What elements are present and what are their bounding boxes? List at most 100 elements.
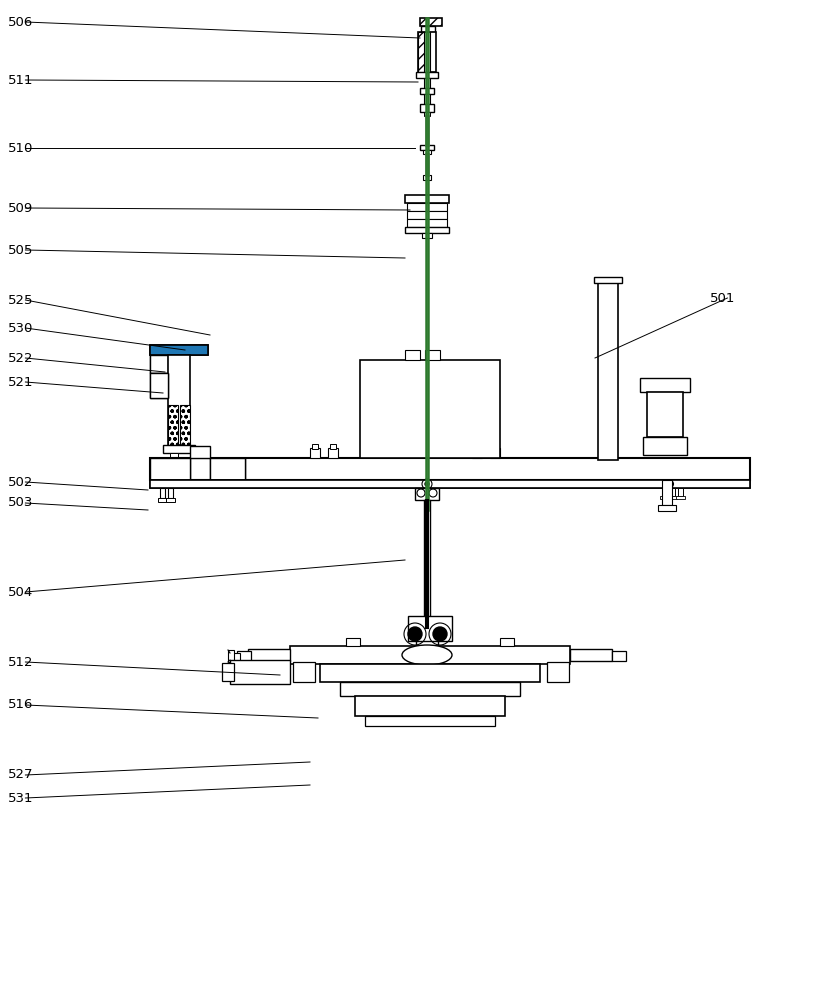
Bar bbox=[424, 112, 430, 116]
Text: 504: 504 bbox=[8, 585, 33, 598]
Bar bbox=[415, 488, 439, 500]
Bar bbox=[230, 653, 240, 661]
Bar bbox=[210, 458, 245, 480]
Bar bbox=[150, 345, 208, 355]
Bar bbox=[472, 448, 482, 458]
Bar bbox=[222, 663, 234, 681]
Bar bbox=[407, 219, 447, 227]
Bar bbox=[163, 445, 195, 453]
Bar bbox=[474, 444, 480, 449]
Bar bbox=[190, 446, 210, 458]
Bar bbox=[180, 405, 190, 445]
Bar bbox=[660, 496, 669, 499]
Text: 516: 516 bbox=[8, 698, 33, 712]
Bar bbox=[328, 448, 338, 458]
Bar bbox=[612, 651, 626, 661]
Bar bbox=[330, 444, 336, 449]
Bar bbox=[423, 150, 431, 154]
Bar bbox=[150, 345, 208, 355]
Bar bbox=[340, 682, 520, 696]
Circle shape bbox=[408, 627, 422, 641]
Bar bbox=[492, 444, 498, 449]
Bar bbox=[670, 488, 675, 496]
Bar bbox=[150, 458, 190, 480]
Circle shape bbox=[425, 482, 429, 486]
Bar bbox=[210, 458, 245, 480]
Text: 505: 505 bbox=[8, 243, 33, 256]
Bar bbox=[166, 498, 175, 502]
Bar bbox=[420, 145, 434, 150]
Bar bbox=[360, 360, 500, 458]
Bar bbox=[408, 616, 452, 641]
Ellipse shape bbox=[402, 645, 452, 665]
Text: 512: 512 bbox=[8, 656, 33, 668]
Bar bbox=[320, 664, 540, 682]
Bar bbox=[424, 94, 430, 104]
Bar bbox=[422, 233, 432, 238]
Bar bbox=[418, 32, 426, 72]
Bar bbox=[424, 32, 430, 72]
Bar bbox=[678, 488, 683, 496]
Bar bbox=[168, 355, 190, 445]
Bar bbox=[423, 175, 431, 180]
Bar bbox=[668, 496, 677, 499]
Bar bbox=[420, 88, 434, 94]
Text: 511: 511 bbox=[8, 74, 33, 87]
Bar bbox=[416, 72, 438, 78]
Bar bbox=[416, 628, 438, 646]
Bar bbox=[150, 373, 168, 398]
Text: 530: 530 bbox=[8, 322, 33, 334]
Bar bbox=[150, 458, 750, 480]
Text: 501: 501 bbox=[710, 292, 735, 304]
Bar bbox=[150, 480, 750, 488]
Bar bbox=[150, 458, 190, 480]
Text: 506: 506 bbox=[8, 15, 33, 28]
Bar bbox=[407, 203, 447, 211]
Bar bbox=[658, 505, 676, 511]
Bar bbox=[425, 350, 440, 360]
Bar bbox=[290, 646, 570, 664]
Bar bbox=[598, 282, 618, 460]
Bar bbox=[643, 437, 687, 455]
Bar bbox=[230, 660, 290, 684]
Bar bbox=[662, 488, 667, 496]
Bar bbox=[640, 378, 690, 392]
Text: 521: 521 bbox=[8, 375, 33, 388]
Bar bbox=[150, 355, 168, 373]
Bar bbox=[346, 638, 360, 646]
Bar bbox=[594, 277, 622, 283]
Bar bbox=[150, 373, 168, 398]
Bar bbox=[420, 18, 442, 26]
Text: 510: 510 bbox=[8, 141, 33, 154]
Bar bbox=[676, 496, 685, 499]
Bar bbox=[424, 500, 430, 628]
Bar bbox=[421, 26, 435, 32]
Bar bbox=[150, 355, 168, 373]
Bar bbox=[293, 662, 315, 682]
Text: 525: 525 bbox=[8, 294, 33, 306]
Circle shape bbox=[433, 627, 447, 641]
Bar bbox=[310, 448, 320, 458]
Bar bbox=[150, 480, 750, 488]
Bar bbox=[405, 195, 449, 203]
Bar bbox=[420, 104, 434, 112]
Bar bbox=[355, 696, 505, 716]
Bar bbox=[424, 78, 430, 88]
Bar bbox=[405, 227, 449, 233]
Bar bbox=[160, 488, 165, 498]
Bar bbox=[418, 32, 436, 72]
Bar bbox=[662, 480, 672, 505]
Text: 527: 527 bbox=[8, 768, 33, 782]
Bar bbox=[172, 458, 176, 462]
Bar bbox=[547, 662, 569, 682]
Bar bbox=[647, 392, 683, 437]
Text: 502: 502 bbox=[8, 476, 33, 488]
Bar bbox=[168, 488, 173, 498]
Text: 503: 503 bbox=[8, 496, 33, 510]
Bar bbox=[228, 650, 234, 662]
Bar bbox=[312, 444, 318, 449]
Bar bbox=[237, 651, 251, 661]
Text: 531: 531 bbox=[8, 792, 33, 804]
Bar bbox=[500, 638, 514, 646]
Bar bbox=[248, 649, 290, 661]
